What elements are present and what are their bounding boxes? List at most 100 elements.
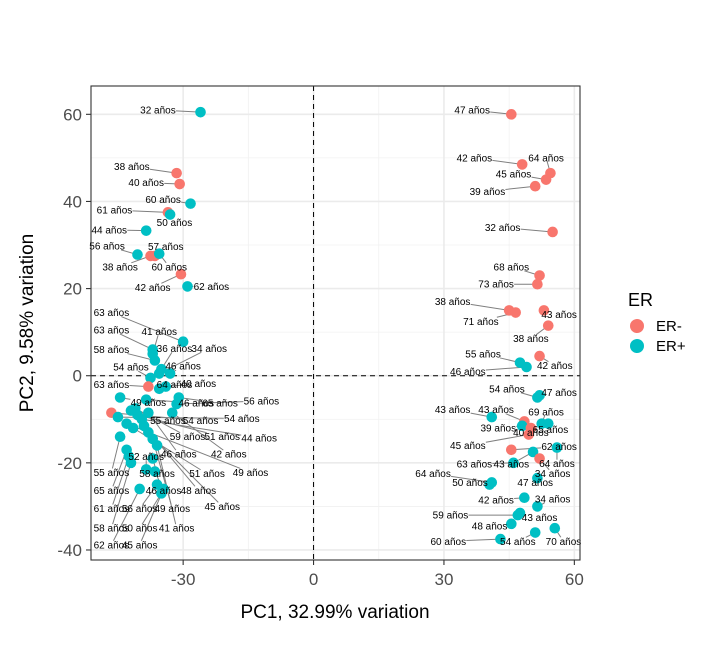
point-label: 64 años — [157, 380, 193, 391]
data-point-er-pos — [516, 420, 528, 432]
data-point-er-pos — [185, 198, 196, 209]
legend: ER ER- ER+ — [628, 290, 686, 355]
data-point-er-pos — [149, 466, 161, 477]
point-label: 43 años — [435, 405, 471, 416]
point-label: 64 años — [415, 469, 451, 480]
label-leader — [520, 228, 553, 233]
point-label: 49 años — [154, 504, 190, 515]
point-label: 60 años — [430, 537, 466, 548]
data-point-er-pos — [112, 411, 124, 423]
data-point-er-pos — [532, 472, 543, 484]
x-tick-label: 60 — [565, 570, 584, 589]
point-label: 54 años — [113, 363, 149, 374]
point-label: 34 años — [191, 344, 227, 355]
point-label: 39 años — [470, 187, 506, 198]
point-label: 65 años — [94, 486, 130, 497]
point-label: 46 años — [450, 367, 486, 378]
point-label: 43 años — [478, 405, 514, 416]
point-label: 50 años — [122, 524, 158, 535]
data-point-er-pos — [164, 209, 176, 220]
point-label: 42 años — [537, 361, 573, 372]
point-label: 46 años — [178, 399, 214, 410]
data-point-er-pos — [177, 336, 189, 348]
point-label: 69 años — [528, 407, 564, 418]
point-label: 47 años — [454, 105, 490, 116]
data-point-er-pos — [527, 446, 539, 458]
y-tick-label: 60 — [63, 105, 82, 124]
legend-label: ER- — [656, 318, 682, 335]
label-leader — [119, 333, 153, 351]
point-label: 56 años — [244, 396, 280, 407]
data-point-er-pos — [551, 442, 563, 453]
point-label: 52 años — [128, 452, 164, 463]
data-point-er-neg — [538, 305, 550, 316]
point-label: 61 años — [97, 206, 133, 217]
point-label: 54 años — [500, 537, 536, 548]
data-point-er-pos — [495, 533, 506, 545]
point-label: 73 años — [478, 280, 514, 291]
point-label: 34 años — [535, 495, 571, 506]
y-axis-label: PC2, 9.58% variation — [17, 234, 38, 413]
data-point-er-neg — [143, 381, 154, 392]
data-point-er-pos — [140, 225, 152, 236]
point-label: 46 años — [161, 450, 197, 461]
point-label: 34 años — [535, 469, 571, 480]
point-label: 46 años — [165, 362, 201, 373]
legend-title: ER — [628, 290, 653, 310]
point-label: 70 años — [546, 537, 582, 548]
data-point-er-neg — [534, 350, 545, 362]
point-label: 63 años — [94, 325, 130, 336]
y-axis: -40 -20 0 20 40 60 — [57, 105, 91, 560]
data-point-er-pos — [145, 372, 156, 384]
data-point-er-pos — [114, 431, 126, 443]
data-point-er-pos — [164, 368, 176, 379]
point-label: 45 años — [450, 441, 486, 452]
data-point-er-pos — [519, 492, 530, 504]
data-point-er-pos — [549, 522, 561, 534]
x-tick-label: 0 — [309, 570, 318, 589]
data-point-er-neg — [175, 268, 187, 280]
data-point-er-pos — [195, 106, 206, 118]
point-label: 32 años — [485, 223, 521, 234]
point-label: 43 años — [541, 310, 577, 321]
point-label: 59 años — [170, 432, 206, 443]
label-leader — [470, 303, 510, 311]
point-label: 62 años — [194, 282, 230, 293]
point-label: 51 años — [204, 432, 240, 443]
data-point-er-pos — [158, 483, 169, 495]
point-label: 57 años — [148, 242, 184, 253]
point-label: 59 años — [433, 511, 469, 522]
label-leader — [141, 493, 162, 525]
data-point-er-pos — [140, 464, 152, 475]
data-point-er-pos — [134, 483, 145, 495]
x-axis: -30 0 30 60 — [171, 560, 584, 589]
point-label: 43 años — [494, 460, 530, 471]
point-label: 42 años — [457, 153, 493, 164]
point-label: 63 años — [94, 308, 130, 319]
x-axis-label: PC1, 32.99% variation — [240, 602, 429, 623]
point-label: 47 años — [541, 388, 577, 399]
data-point-er-pos — [114, 392, 126, 403]
data-point-er-pos — [484, 479, 495, 490]
data-point-er-pos — [143, 407, 154, 419]
point-label: 65 años — [533, 425, 569, 436]
label-leader — [113, 488, 141, 541]
point-label: 54 años — [489, 384, 525, 395]
point-label: 63 años — [457, 460, 493, 471]
data-point-er-pos — [521, 361, 532, 373]
point-label: 42 años — [478, 495, 514, 506]
data-point-er-neg — [529, 180, 541, 192]
data-point-er-neg — [532, 278, 543, 290]
point-label: 55 años — [94, 468, 130, 479]
point-label: 45 años — [122, 540, 158, 551]
data-point-er-pos — [132, 249, 143, 260]
point-label: 51 años — [189, 469, 225, 480]
label-leader — [171, 412, 224, 451]
label-leader — [485, 434, 529, 443]
data-point-er-pos — [506, 518, 517, 530]
point-label: 64 años — [528, 153, 564, 164]
label-leader — [121, 316, 184, 343]
point-label: 32 años — [140, 105, 176, 116]
point-label: 42 años — [211, 450, 247, 461]
data-point-er-neg — [171, 167, 182, 179]
